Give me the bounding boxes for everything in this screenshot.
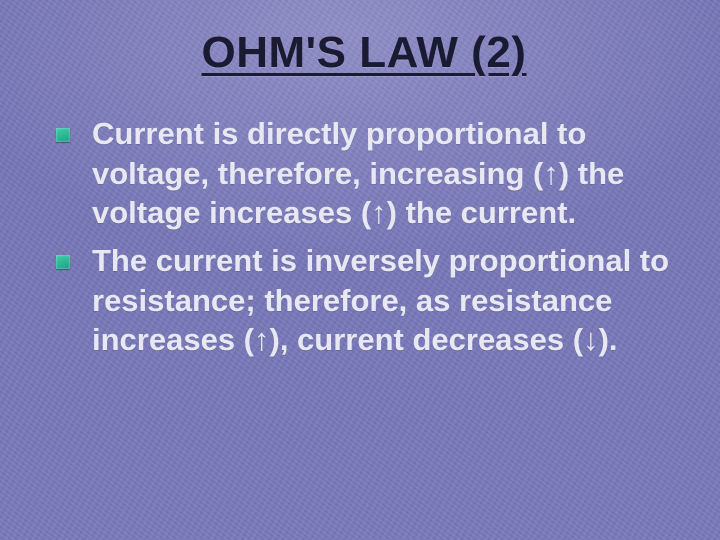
bullet-list: Current is directly proportional to volt… xyxy=(56,114,672,360)
bullet-text: The current is inversely proportional to… xyxy=(92,241,672,360)
list-item: The current is inversely proportional to… xyxy=(56,241,672,360)
square-bullet-icon xyxy=(56,255,70,269)
list-item: Current is directly proportional to volt… xyxy=(56,114,672,233)
slide: OHM'S LAW (2) Current is directly propor… xyxy=(0,0,720,540)
slide-title: OHM'S LAW (2) xyxy=(56,28,672,78)
bullet-text: Current is directly proportional to volt… xyxy=(92,114,672,233)
square-bullet-icon xyxy=(56,128,70,142)
